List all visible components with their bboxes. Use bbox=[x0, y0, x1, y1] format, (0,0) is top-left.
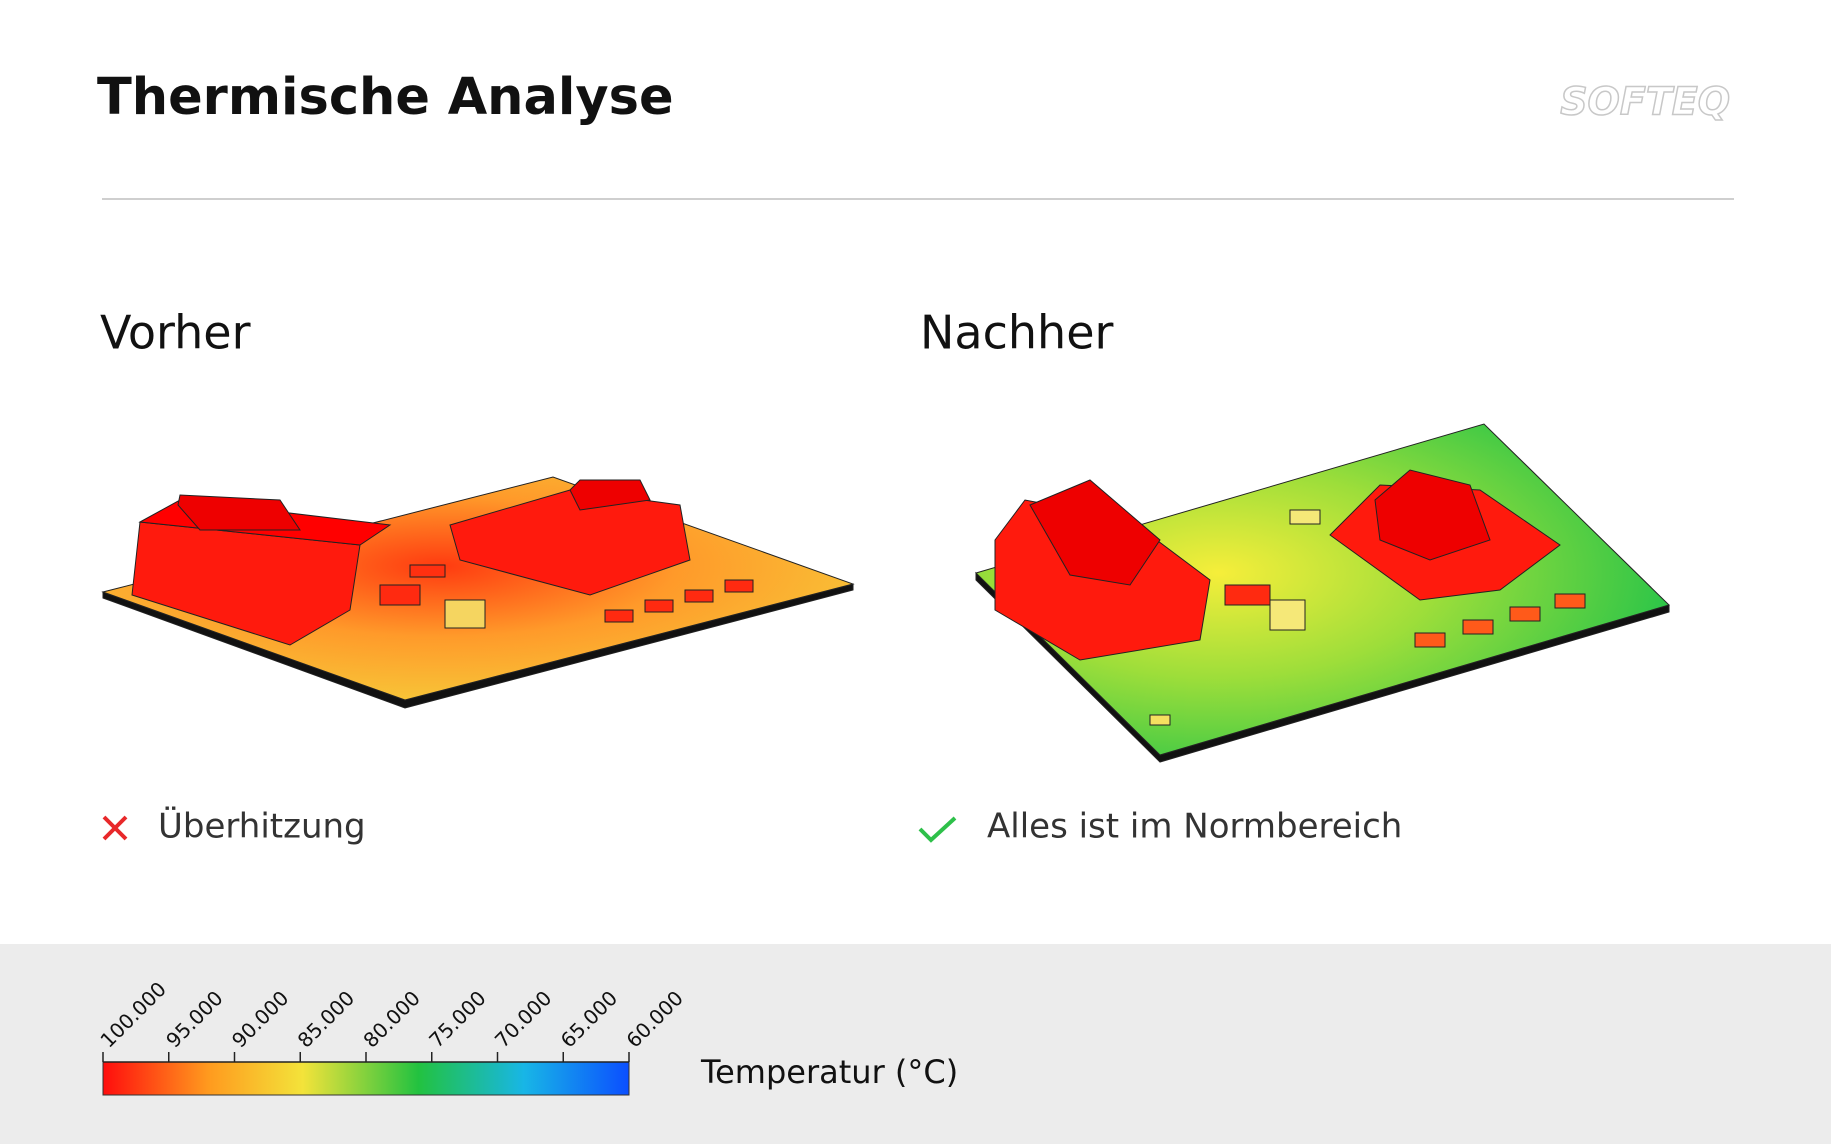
pcb-before bbox=[101, 476, 855, 709]
legend-label: Temperatur (°C) bbox=[700, 1053, 958, 1091]
status-icon-fail bbox=[102, 815, 128, 841]
panel-title: Nachher bbox=[920, 306, 1113, 360]
status-text: Überhitzung bbox=[158, 806, 366, 847]
status-text: Alles ist im Normbereich bbox=[987, 807, 1402, 847]
pcb-after bbox=[975, 423, 1670, 763]
title: Thermische Analyse bbox=[97, 68, 674, 127]
logo: SOFTEQ bbox=[1560, 80, 1730, 124]
legend-panel bbox=[0, 944, 1831, 1144]
colorbar bbox=[102, 1061, 630, 1096]
panel-title: Vorher bbox=[100, 306, 251, 360]
status-icon-ok bbox=[918, 816, 957, 843]
